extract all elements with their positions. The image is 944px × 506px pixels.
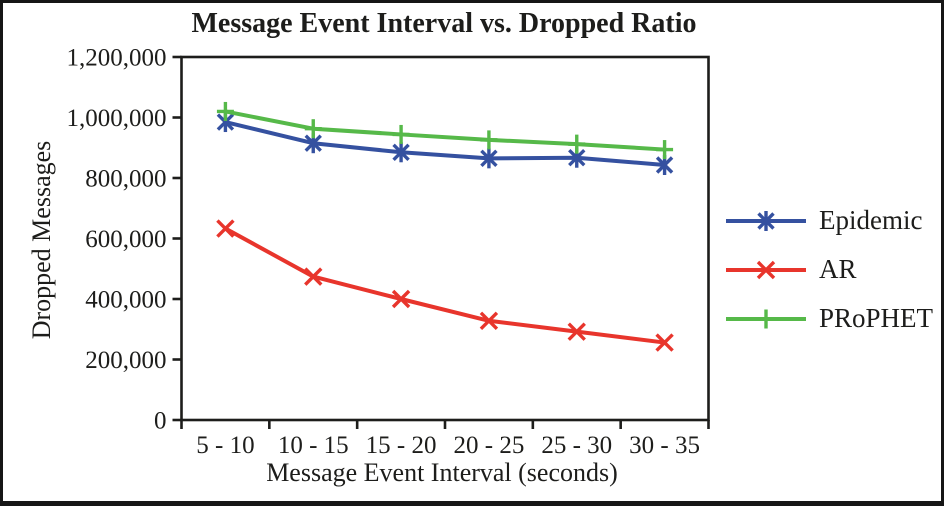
y-tick-label: 400,000 bbox=[85, 287, 166, 314]
y-tick-label: 1,000,000 bbox=[67, 105, 167, 132]
plot-frame bbox=[180, 55, 710, 422]
legend-item-ar: AR bbox=[724, 253, 933, 286]
legend-asterisk-marker-icon bbox=[726, 210, 806, 231]
series-line-ar bbox=[224, 226, 665, 345]
legend-item-epidemic: Epidemic bbox=[724, 204, 933, 237]
data-point-prophet bbox=[656, 140, 674, 160]
y-tick-label: 200,000 bbox=[85, 347, 166, 374]
series-line-prophet bbox=[225, 109, 665, 152]
legend-label-epidemic: Epidemic bbox=[819, 205, 923, 235]
data-point-ar bbox=[216, 219, 235, 238]
data-point-prophet bbox=[304, 119, 322, 139]
x-tick-label: 10 - 15 bbox=[278, 432, 349, 459]
x-tick-label: 25 - 30 bbox=[541, 432, 612, 459]
y-tick-label: 800,000 bbox=[85, 166, 166, 193]
data-point-ar bbox=[567, 322, 586, 341]
legend: Epidemic AR PRoPHET bbox=[724, 204, 933, 351]
legend-label-prophet: PRoPHET bbox=[819, 303, 934, 333]
data-point-ar bbox=[391, 289, 411, 309]
data-point-ar bbox=[304, 267, 323, 286]
data-point-ar bbox=[655, 333, 674, 352]
x-tick-label: 20 - 25 bbox=[454, 432, 525, 459]
y-tick-label: 1,200,000 bbox=[67, 45, 167, 72]
legend-x-marker-icon bbox=[726, 260, 806, 279]
data-point-epidemic bbox=[480, 148, 498, 169]
y-tick-label: 0 bbox=[154, 408, 167, 435]
x-axis-title: Message Event Interval (seconds) bbox=[266, 458, 618, 487]
y-tick-label: 600,000 bbox=[85, 226, 166, 253]
data-point-prophet bbox=[392, 124, 410, 144]
data-point-prophet bbox=[568, 134, 586, 154]
legend-label-ar: AR bbox=[819, 254, 857, 284]
x-tick-label: 15 - 20 bbox=[366, 432, 437, 459]
data-point-prophet bbox=[480, 130, 498, 150]
legend-plus-marker-icon bbox=[726, 309, 806, 328]
chart-title: Message Event Interval vs. Dropped Ratio bbox=[191, 8, 697, 39]
data-point-ar bbox=[479, 311, 499, 330]
x-tick-label: 30 - 35 bbox=[629, 432, 700, 459]
data-point-prophet bbox=[216, 101, 234, 121]
data-point-epidemic bbox=[392, 142, 410, 163]
x-tick-label: 5 - 10 bbox=[196, 432, 254, 459]
series-line-epidemic bbox=[224, 120, 665, 167]
legend-item-prophet: PRoPHET bbox=[724, 302, 933, 335]
